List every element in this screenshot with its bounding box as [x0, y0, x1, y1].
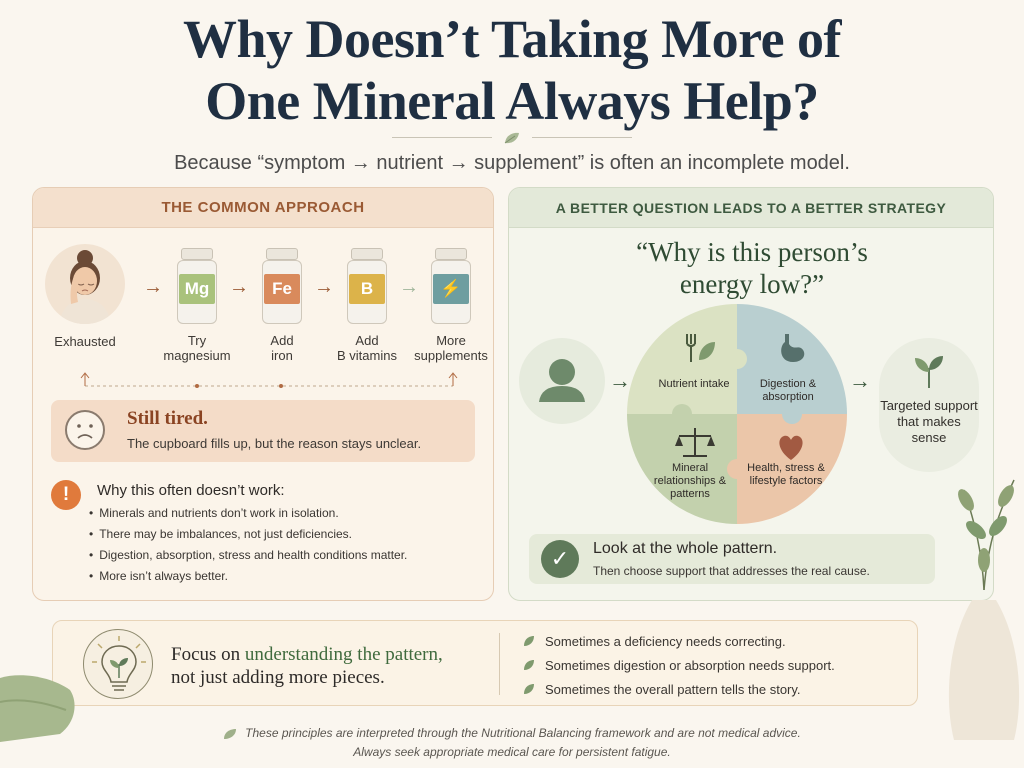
list-item: Sometimes the overall pattern tells the …: [523, 677, 835, 701]
flow-label-b-vitamins: Add B vitamins: [337, 333, 397, 363]
towel-decoration: [0, 675, 75, 742]
puzzle-circle-diagram: [627, 304, 847, 524]
why-title: Why this often doesn’t work:: [97, 482, 285, 499]
cycle-loop-line: [80, 372, 458, 388]
common-approach-heading: THE COMMON APPROACH: [33, 188, 493, 228]
leaf-icon: [224, 728, 237, 739]
more-supplements-bottle-icon: ⚡: [431, 248, 471, 324]
checkmark-icon: ✓: [541, 540, 579, 578]
list-item: More isn’t always better.: [89, 569, 407, 590]
leaf-bullet-icon: [524, 660, 534, 670]
sad-face-icon: [65, 410, 105, 450]
arrow-icon: →: [609, 368, 631, 393]
flow-label-magnesium: Try magnesium: [163, 333, 231, 363]
list-item: Sometimes digestion or absorption needs …: [523, 653, 835, 677]
bottle-label-lightning: ⚡: [433, 274, 469, 304]
heart-icon: [779, 435, 803, 460]
flow-label-exhausted: Exhausted: [54, 334, 116, 349]
leaf-bullet-icon: [524, 636, 534, 646]
leaf-bullet-icon: [524, 684, 534, 694]
stomach-icon: [781, 334, 805, 362]
b-vitamins-bottle-icon: B: [347, 248, 387, 324]
focus-statement: Focus on understanding the pattern, not …: [171, 644, 443, 688]
vase-plant-decoration: [948, 479, 1020, 740]
scale-icon: [675, 428, 715, 457]
quadrant-nutrient-intake: Nutrient intake: [658, 378, 730, 390]
arrow-icon: →: [229, 276, 249, 298]
bottle-label-fe: Fe: [264, 274, 300, 304]
title-line-1: Why Doesn’t Taking More of: [182, 9, 842, 69]
strategy-bullets: Sometimes a deficiency needs correcting.…: [523, 629, 835, 701]
sprout-icon: [915, 356, 943, 388]
title-line-2: One Mineral Always Help?: [205, 71, 819, 131]
focus-summary-box: Focus on understanding the pattern, not …: [52, 620, 918, 706]
exhausted-person-illustration: [45, 244, 125, 324]
bottle-label-mg: Mg: [179, 274, 215, 304]
health-piece: [737, 414, 847, 524]
page-title: Why Doesn’t Taking More of One Mineral A…: [0, 8, 1024, 132]
targeted-support-text: Targeted support that makes sense: [880, 398, 978, 445]
disclaimer-footer: These principles are interpreted through…: [0, 724, 1024, 762]
fork-leaf-icon: [686, 334, 715, 362]
list-item: Digestion, absorption, stress and health…: [89, 548, 407, 569]
flow-label-iron: Add iron: [270, 333, 294, 363]
focus-highlight: understanding the pattern,: [244, 644, 443, 665]
central-question: “Why is this person’s energy low?”: [636, 237, 868, 299]
arrow-icon: →: [399, 276, 419, 298]
person-icon: [519, 338, 605, 424]
still-tired-callout: Still tired. The cupboard fills up, but …: [51, 400, 475, 462]
quadrant-mineral-relationships: Mineral relationships & patterns: [653, 462, 727, 500]
leaf-icon: [504, 132, 519, 144]
list-item: There may be imbalances, not just defici…: [89, 527, 407, 548]
exclamation-icon: !: [51, 480, 81, 510]
better-strategy-panel: A BETTER QUESTION LEADS TO A BETTER STRA…: [508, 187, 994, 601]
whole-pattern-callout: ✓ Look at the whole pattern. Then choose…: [529, 534, 935, 584]
arrow-icon: →: [314, 276, 334, 298]
list-item: Sometimes a deficiency needs correcting.: [523, 629, 835, 653]
arrow-icon: →: [143, 276, 163, 298]
arrow-icon: →: [849, 368, 871, 393]
disclaimer-line-2: Always seek appropriate medical care for…: [353, 745, 671, 759]
flow-label-more-supplements: More supplements: [414, 333, 488, 363]
common-approach-panel: THE COMMON APPROACH Exhausted → Mg Try ma…: [32, 187, 494, 601]
bottle-label-b: B: [349, 274, 385, 304]
quadrant-health-stress: Health, stress & lifestyle factors: [747, 462, 825, 487]
whole-pattern-text: Then choose support that addresses the r…: [593, 564, 870, 578]
still-tired-text: The cupboard fills up, but the reason st…: [127, 436, 422, 451]
quadrant-digestion: Digestion & absorption: [759, 378, 817, 403]
magnesium-bottle-icon: Mg: [177, 248, 217, 324]
lightbulb-sprout-icon: [83, 629, 153, 699]
nutrient-intake-piece: [627, 304, 737, 414]
iron-bottle-icon: Fe: [262, 248, 302, 324]
whole-pattern-title: Look at the whole pattern.: [593, 540, 778, 557]
title-divider: [392, 130, 632, 146]
disclaimer-line-1: These principles are interpreted through…: [245, 726, 801, 740]
vertical-divider: [499, 633, 500, 695]
still-tired-title: Still tired.: [127, 408, 208, 429]
why-list: Minerals and nutrients don’t work in iso…: [89, 506, 407, 590]
list-item: Minerals and nutrients don’t work in iso…: [89, 506, 407, 527]
targeted-support-badge: Targeted support that makes sense: [879, 338, 979, 472]
subtitle: Because “symptom → nutrient → supplement…: [174, 152, 850, 174]
better-strategy-heading: A BETTER QUESTION LEADS TO A BETTER STRA…: [509, 188, 993, 228]
